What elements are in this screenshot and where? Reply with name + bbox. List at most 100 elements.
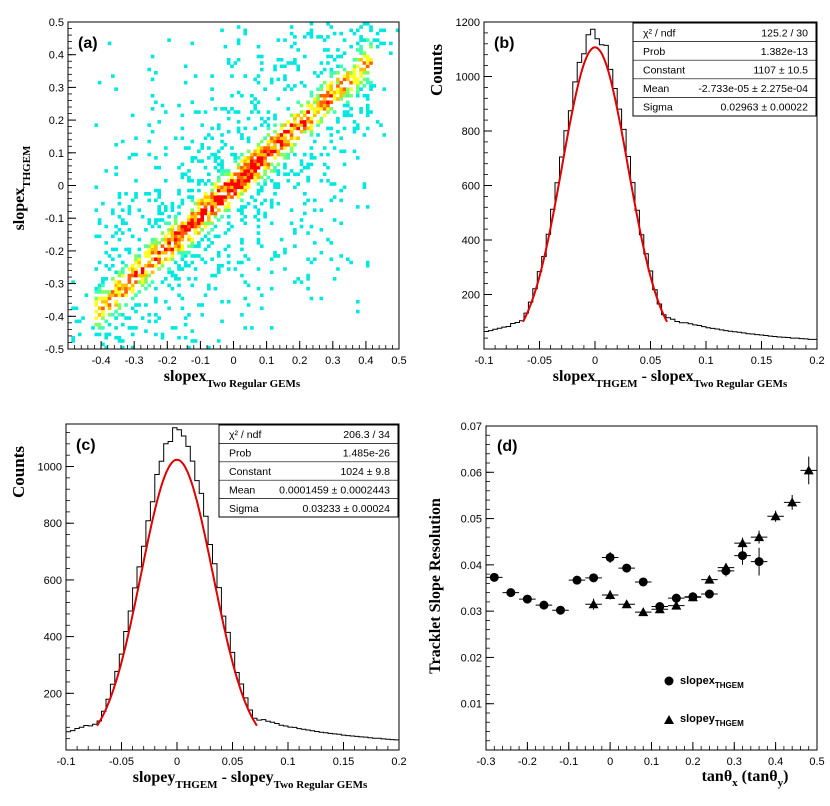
heatmap-cell: [312, 139, 317, 144]
gaussian-fit-curve: [96, 458, 258, 727]
heatmap-cell: [160, 335, 165, 340]
heatmap-cell: [362, 84, 367, 88]
heatmap-cell: [339, 80, 344, 85]
stats-row-value: 206.3 / 34: [343, 429, 390, 441]
heatmap-cell: [117, 280, 122, 284]
heatmap-cell: [332, 57, 337, 62]
heatmap-cell: [207, 214, 211, 219]
heatmap-cell: [276, 172, 281, 176]
heatmap-cell: [120, 139, 125, 144]
heatmap-cell: [263, 162, 267, 167]
y-tick-label: 0: [58, 181, 64, 193]
heatmap-cell: [349, 107, 353, 111]
heatmap-cell: [226, 201, 231, 206]
heatmap-cell: [197, 188, 201, 193]
heatmap-cell: [233, 61, 238, 65]
heatmap-cell: [240, 205, 244, 209]
heatmap-cell: [147, 313, 152, 317]
heatmap-cell: [319, 228, 324, 232]
heatmap-cell: [279, 126, 284, 131]
heatmap-cell: [329, 90, 334, 95]
heatmap-cell: [200, 159, 205, 163]
heatmap-cell: [190, 178, 195, 183]
heatmap-cell: [216, 218, 221, 222]
heatmap-cell: [170, 205, 175, 209]
heatmap-cell: [269, 77, 274, 82]
heatmap-cell: [355, 90, 360, 95]
heatmap-cell: [309, 31, 314, 36]
heatmap-cell: [355, 41, 360, 46]
heatmap-cell: [193, 214, 198, 219]
heatmap-cell: [180, 234, 185, 239]
heatmap-cell: [190, 214, 195, 219]
heatmap-cell: [180, 198, 185, 203]
heatmap-cell: [107, 296, 112, 301]
heatmap-cell: [253, 169, 257, 173]
heatmap-cell: [243, 254, 248, 258]
heatmap-cell: [273, 165, 277, 170]
heatmap-cell: [91, 326, 95, 330]
heatmap-cell: [309, 103, 314, 108]
heatmap-cell: [306, 286, 310, 291]
heatmap-cell: [276, 201, 281, 206]
heatmap-cell: [210, 126, 214, 131]
heatmap-cell: [259, 146, 264, 150]
heatmap-cell: [183, 224, 188, 229]
heatmap-cell: [349, 44, 353, 49]
heatmap-cell: [190, 241, 195, 245]
heatmap-cell: [207, 345, 211, 350]
heatmap-cell: [226, 260, 231, 265]
circle-data-point: [738, 551, 748, 561]
heatmap-cell: [355, 93, 360, 98]
heatmap-cell: [269, 178, 274, 183]
heatmap-cell: [293, 228, 297, 232]
heatmap-cell: [207, 286, 211, 291]
panel-b-histogram: -0.1 -0.05 0 0.05 0.1 0.15 0.22004006008001000…: [427, 17, 825, 390]
circle-data-point: [671, 593, 681, 603]
x-tick-label: -0.1: [559, 756, 578, 768]
heatmap-cell: [332, 277, 337, 281]
heatmap-cell: [216, 263, 221, 268]
heatmap-cell: [180, 162, 185, 167]
heatmap-cell: [207, 146, 211, 150]
heatmap-cell: [289, 31, 294, 36]
stats-row-name: χ² / ndf: [229, 429, 261, 441]
heatmap-cell: [163, 241, 168, 245]
heatmap-cell: [293, 120, 297, 124]
heatmap-cell: [339, 31, 344, 36]
stats-row-value: 0.03233 ± 0.00024: [302, 503, 390, 515]
heatmap-cell: [193, 218, 198, 222]
heatmap-cell: [362, 67, 367, 72]
heatmap-cell: [240, 260, 244, 265]
heatmap-cell: [259, 156, 264, 160]
panel-c-histogram: -0.1 -0.05 0 0.05 0.1 0.15 0.22004006008001000…: [9, 423, 407, 791]
heatmap-cell: [362, 61, 367, 65]
heatmap-cell: [352, 71, 357, 75]
heatmap-cell: [180, 136, 185, 141]
heatmap-cell: [180, 201, 185, 206]
heatmap-cell: [74, 319, 79, 324]
triangle-data-point: [737, 538, 748, 548]
heatmap-cell: [120, 231, 125, 235]
heatmap-cell: [154, 218, 158, 222]
x-tick-label: -0.1: [191, 355, 210, 367]
heatmap-cell: [160, 260, 165, 265]
y-tick-label: 0.03: [461, 606, 482, 618]
heatmap-cell: [250, 156, 254, 160]
heatmap-cell: [303, 110, 307, 114]
x-tick-label: 0.2: [809, 355, 824, 367]
heatmap-cell: [144, 329, 148, 333]
heatmap-cell: [203, 198, 208, 203]
heatmap-cell: [326, 48, 330, 52]
heatmap-cell: [296, 182, 300, 186]
heatmap-cell: [276, 133, 281, 137]
heatmap-cell: [306, 277, 310, 281]
heatmap-cell: [207, 221, 211, 226]
x-tick-label: -0.2: [158, 355, 177, 367]
heatmap-cell: [150, 237, 155, 242]
heatmap-cell: [339, 54, 344, 59]
heatmap-cell: [197, 201, 201, 206]
heatmap-cell: [319, 103, 324, 108]
heatmap-cell: [332, 71, 337, 75]
heatmap-cell: [147, 250, 152, 255]
